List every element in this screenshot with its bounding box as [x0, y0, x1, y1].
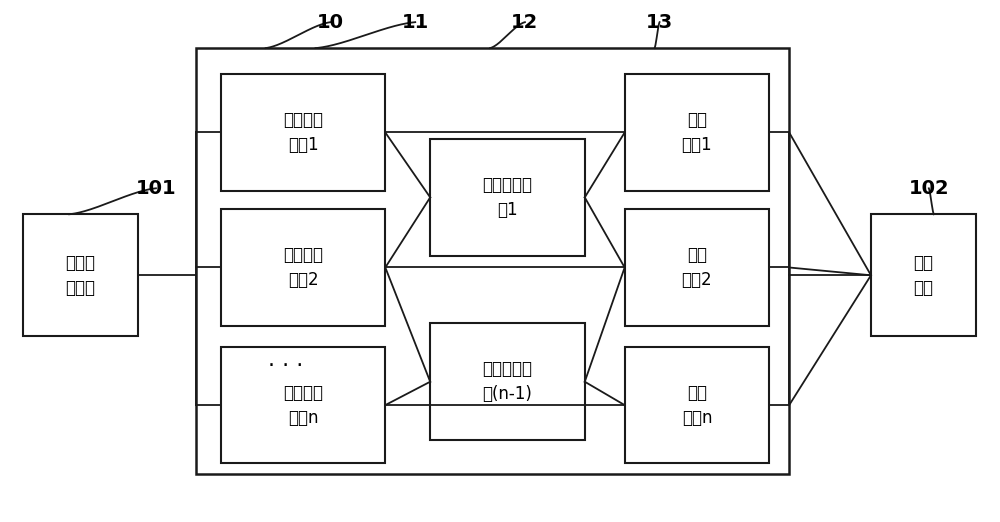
Text: 第一桥接电
容1: 第一桥接电 容1 [482, 176, 532, 219]
Text: 101: 101 [136, 179, 176, 198]
Text: 12: 12 [511, 13, 539, 32]
Text: 13: 13 [646, 13, 673, 32]
Text: 11: 11 [402, 13, 429, 32]
Bar [871, 214, 976, 336]
Text: 负载
电路: 负载 电路 [913, 254, 933, 297]
Text: 10: 10 [317, 13, 344, 32]
Text: 开关调节
电路2: 开关调节 电路2 [283, 246, 323, 289]
Text: 电源输
入电路: 电源输 入电路 [66, 254, 96, 297]
Text: 谐振
电路2: 谐振 电路2 [682, 246, 712, 289]
Text: 开关调节
电路1: 开关调节 电路1 [283, 111, 323, 154]
Text: 第一桥接电
容(n-1): 第一桥接电 容(n-1) [482, 360, 532, 403]
Bar [23, 214, 138, 336]
Text: 开关调节
电路n: 开关调节 电路n [283, 384, 323, 426]
Bar [430, 139, 585, 256]
Bar [625, 74, 769, 191]
Bar [625, 347, 769, 464]
Text: 谐振
电路1: 谐振 电路1 [682, 111, 712, 154]
Bar [196, 48, 789, 474]
Bar [221, 74, 385, 191]
Text: 102: 102 [908, 179, 949, 198]
Bar [430, 323, 585, 440]
Text: . . .: . . . [268, 350, 303, 370]
Bar [625, 209, 769, 326]
Text: 谐振
电路n: 谐振 电路n [682, 384, 712, 426]
Bar [221, 347, 385, 464]
Bar [221, 209, 385, 326]
